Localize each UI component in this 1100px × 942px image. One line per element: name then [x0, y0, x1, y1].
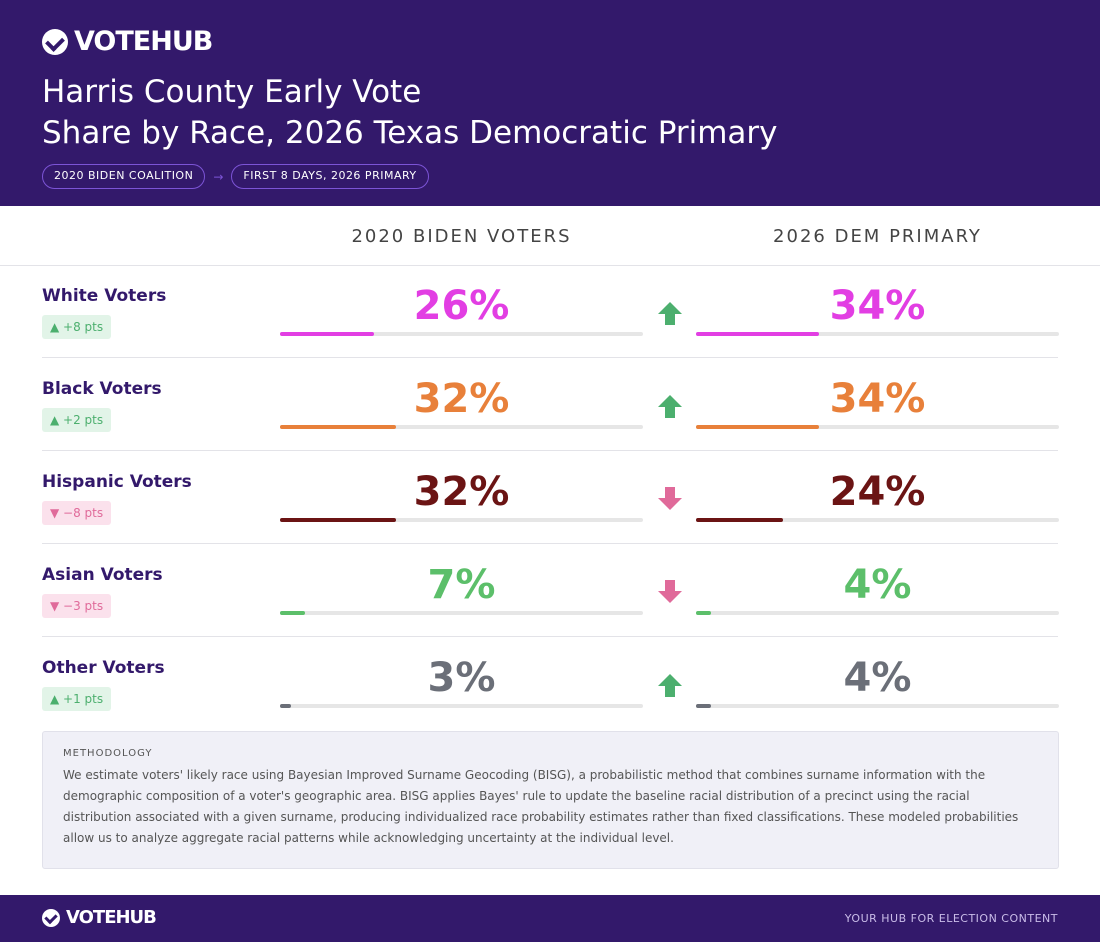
value-2026: 4%: [843, 655, 912, 701]
bar-fill-2026: [696, 425, 820, 429]
title-line-2: Share by Race, 2026 Texas Democratic Pri…: [42, 115, 778, 151]
row-label: Other Voters: [42, 658, 165, 678]
row-label: Black Voters: [42, 379, 162, 399]
bar-track-2020: [280, 611, 643, 615]
bar-fill-2020: [280, 704, 291, 708]
pill-from: 2020 BIDEN COALITION: [42, 164, 206, 189]
value-2020: 32%: [413, 469, 510, 515]
brand-name: VOTEHUB: [66, 907, 157, 928]
bar-fill-2026: [696, 704, 711, 708]
divider: [42, 543, 1058, 544]
bar-fill-2026: [696, 518, 784, 522]
value-2026: 34%: [829, 283, 926, 329]
arrow-down-icon: [658, 580, 682, 603]
value-2026: 24%: [829, 469, 926, 515]
check-icon: [42, 908, 60, 927]
votehub-logo: VOTEHUB: [42, 26, 213, 57]
value-2020: 3%: [427, 655, 496, 701]
arrow-right-icon: →: [213, 169, 224, 184]
value-2020: 7%: [427, 562, 496, 608]
bar-track-2020: [280, 332, 643, 336]
table-row: Black Voters ▲ +2 pts 32% 34%: [0, 358, 1100, 451]
table-row: Asian Voters ▼ −3 pts 7% 4%: [0, 544, 1100, 637]
value-2020: 26%: [413, 283, 510, 329]
change-badge: ▲ +2 pts: [42, 408, 112, 432]
divider: [0, 265, 1100, 266]
bar-fill-2026: [696, 332, 820, 336]
column-header-2020: 2020 BIDEN VOTERS: [351, 226, 572, 247]
comparison-pills: 2020 BIDEN COALITION → FIRST 8 DAYS, 202…: [42, 164, 429, 189]
divider: [42, 357, 1058, 358]
divider: [42, 450, 1058, 451]
arrow-up-icon: [658, 302, 682, 325]
row-label: Asian Voters: [42, 565, 163, 585]
bar-track-2026: [696, 611, 1059, 615]
table-row: White Voters ▲ +8 pts 26% 34%: [0, 265, 1100, 358]
bar-track-2020: [280, 518, 643, 522]
methodology-box: METHODOLOGY We estimate voters' likely r…: [42, 731, 1059, 869]
bar-track-2026: [696, 332, 1059, 336]
change-badge: ▼ −8 pts: [42, 501, 112, 525]
footer: VOTEHUB YOUR HUB FOR ELECTION CONTENT: [0, 895, 1100, 942]
value-2020: 32%: [413, 376, 510, 422]
brand-name: VOTEHUB: [74, 26, 213, 57]
row-label: White Voters: [42, 286, 167, 306]
page-title: Harris County Early Vote Share by Race, 2…: [42, 72, 778, 154]
bar-fill-2020: [280, 332, 375, 336]
value-2026: 4%: [843, 562, 912, 608]
table-row: Hispanic Voters ▼ −8 pts 32% 24%: [0, 451, 1100, 544]
divider: [42, 636, 1058, 637]
check-icon: [42, 28, 68, 55]
bar-fill-2020: [280, 425, 397, 429]
methodology-text: We estimate voters' likely race using Ba…: [63, 768, 1019, 845]
value-2026: 34%: [829, 376, 926, 422]
title-line-1: Harris County Early Vote: [42, 74, 422, 110]
bar-fill-2020: [280, 518, 397, 522]
footer-logo: VOTEHUB: [42, 907, 157, 928]
arrow-up-icon: [658, 395, 682, 418]
bar-fill-2020: [280, 611, 306, 615]
bar-fill-2026: [696, 611, 711, 615]
bar-track-2020: [280, 425, 643, 429]
change-badge: ▲ +1 pts: [42, 687, 112, 711]
bar-track-2026: [696, 425, 1059, 429]
change-badge: ▼ −3 pts: [42, 594, 112, 618]
pill-to: FIRST 8 DAYS, 2026 PRIMARY: [231, 164, 429, 189]
row-label: Hispanic Voters: [42, 472, 192, 492]
bar-track-2026: [696, 518, 1059, 522]
change-badge: ▲ +8 pts: [42, 315, 112, 339]
methodology-title: METHODOLOGY: [63, 748, 153, 759]
table-row: Other Voters ▲ +1 pts 3% 4%: [0, 637, 1100, 730]
arrow-down-icon: [658, 487, 682, 510]
header: VOTEHUB Harris County Early Vote Share by…: [0, 0, 1100, 206]
bar-track-2026: [696, 704, 1059, 708]
bar-track-2020: [280, 704, 643, 708]
tagline: YOUR HUB FOR ELECTION CONTENT: [844, 912, 1058, 925]
arrow-up-icon: [658, 674, 682, 697]
column-header-2026: 2026 DEM PRIMARY: [773, 226, 982, 247]
